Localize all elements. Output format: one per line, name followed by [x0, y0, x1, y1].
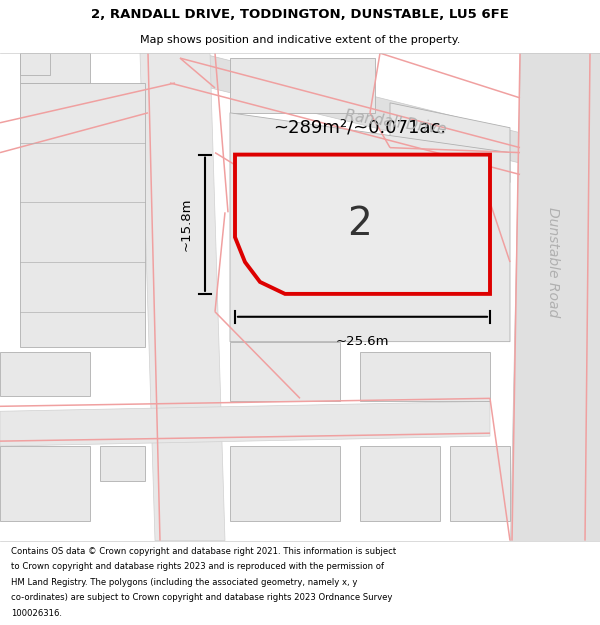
Polygon shape — [230, 58, 375, 113]
Text: ~15.8m: ~15.8m — [180, 198, 193, 251]
Text: Map shows position and indicative extent of the property.: Map shows position and indicative extent… — [140, 35, 460, 45]
Polygon shape — [360, 352, 490, 401]
Text: HM Land Registry. The polygons (including the associated geometry, namely x, y: HM Land Registry. The polygons (includin… — [11, 578, 357, 587]
Polygon shape — [140, 53, 225, 541]
Polygon shape — [360, 446, 440, 521]
Polygon shape — [0, 352, 90, 396]
Text: Contains OS data © Crown copyright and database right 2021. This information is : Contains OS data © Crown copyright and d… — [11, 546, 396, 556]
Polygon shape — [230, 446, 340, 521]
Polygon shape — [20, 83, 145, 347]
Polygon shape — [20, 53, 50, 75]
Text: Dunstable Road: Dunstable Road — [546, 207, 560, 317]
Text: to Crown copyright and database rights 2023 and is reproduced with the permissio: to Crown copyright and database rights 2… — [11, 562, 384, 571]
Polygon shape — [450, 446, 510, 521]
Text: ~289m²/~0.071ac.: ~289m²/~0.071ac. — [274, 119, 446, 137]
Polygon shape — [100, 446, 145, 481]
Polygon shape — [390, 103, 510, 182]
Text: ~25.6m: ~25.6m — [336, 334, 389, 348]
Text: 100026316.: 100026316. — [11, 609, 62, 618]
Text: 2: 2 — [347, 205, 373, 243]
Polygon shape — [0, 446, 90, 521]
Polygon shape — [235, 154, 490, 294]
Text: co-ordinates) are subject to Crown copyright and database rights 2023 Ordnance S: co-ordinates) are subject to Crown copyr… — [11, 593, 392, 602]
Polygon shape — [190, 53, 600, 182]
Text: Randall Drive: Randall Drive — [343, 108, 447, 138]
Polygon shape — [20, 53, 90, 83]
Polygon shape — [230, 113, 510, 342]
Polygon shape — [510, 53, 600, 541]
Polygon shape — [0, 401, 490, 446]
Polygon shape — [230, 342, 340, 401]
Text: 2, RANDALL DRIVE, TODDINGTON, DUNSTABLE, LU5 6FE: 2, RANDALL DRIVE, TODDINGTON, DUNSTABLE,… — [91, 8, 509, 21]
